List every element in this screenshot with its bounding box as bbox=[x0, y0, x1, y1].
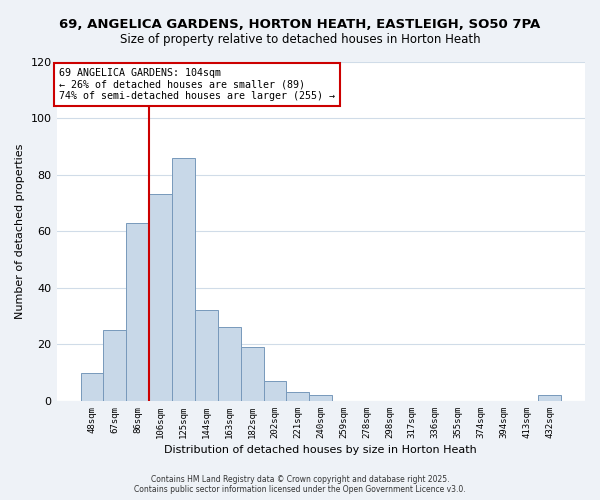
Bar bbox=[80, 372, 103, 401]
Bar bbox=[172, 158, 195, 401]
Bar bbox=[127, 222, 149, 401]
Bar bbox=[310, 396, 332, 401]
X-axis label: Distribution of detached houses by size in Horton Heath: Distribution of detached houses by size … bbox=[164, 445, 477, 455]
Text: 69 ANGELICA GARDENS: 104sqm
← 26% of detached houses are smaller (89)
74% of sem: 69 ANGELICA GARDENS: 104sqm ← 26% of det… bbox=[59, 68, 335, 102]
Bar bbox=[149, 194, 172, 401]
Y-axis label: Number of detached properties: Number of detached properties bbox=[15, 144, 25, 319]
Bar bbox=[103, 330, 127, 401]
Text: Size of property relative to detached houses in Horton Heath: Size of property relative to detached ho… bbox=[119, 32, 481, 46]
Bar bbox=[195, 310, 218, 401]
Bar bbox=[263, 381, 286, 401]
Bar bbox=[538, 396, 561, 401]
Text: Contains HM Land Registry data © Crown copyright and database right 2025.
Contai: Contains HM Land Registry data © Crown c… bbox=[134, 474, 466, 494]
Bar bbox=[218, 328, 241, 401]
Text: 69, ANGELICA GARDENS, HORTON HEATH, EASTLEIGH, SO50 7PA: 69, ANGELICA GARDENS, HORTON HEATH, EAST… bbox=[59, 18, 541, 30]
Bar bbox=[241, 347, 263, 401]
Bar bbox=[286, 392, 310, 401]
